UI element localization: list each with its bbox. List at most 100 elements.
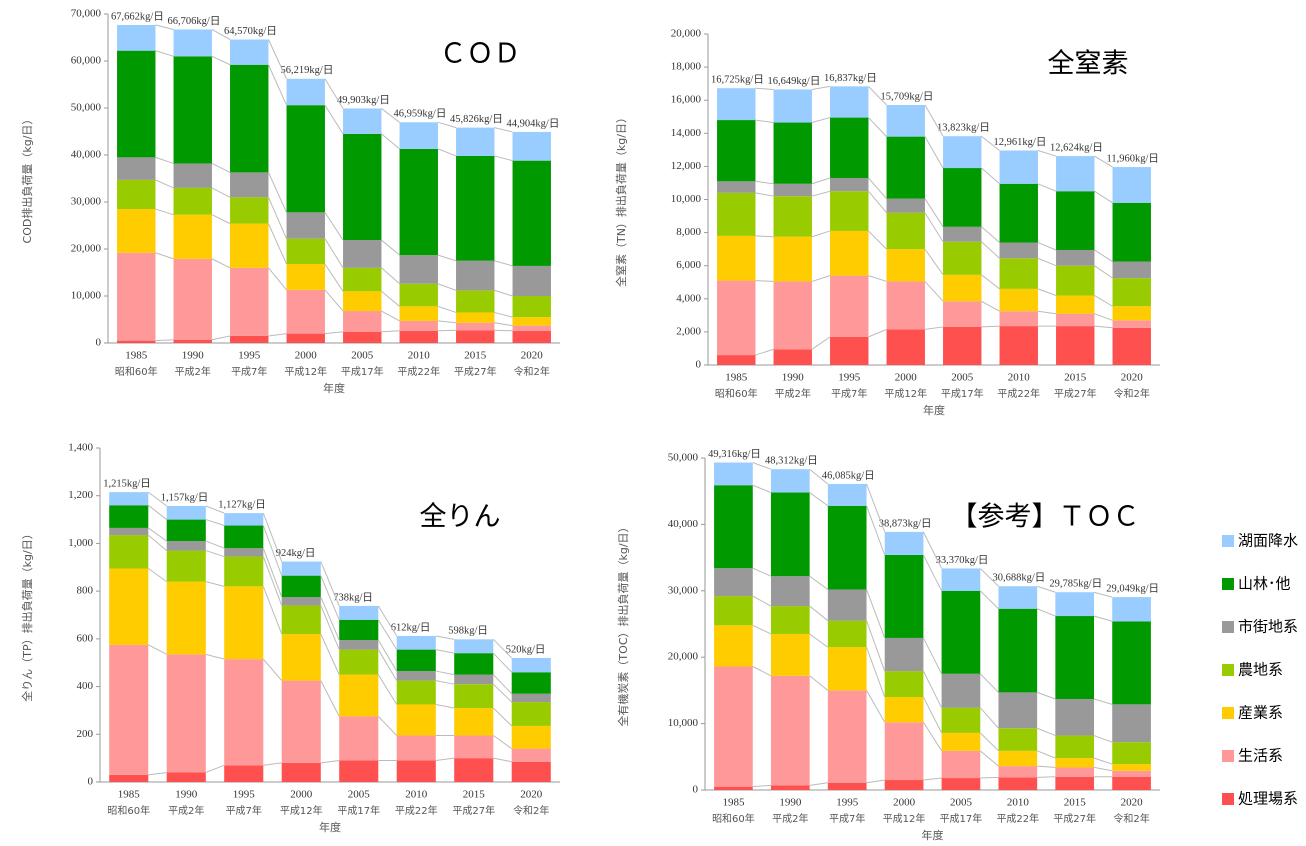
connector xyxy=(1037,728,1055,735)
bar-segment xyxy=(774,184,812,196)
x-tick-label: 2000 xyxy=(290,789,313,801)
connector xyxy=(1094,699,1112,704)
y-tick-label: 10,000 xyxy=(671,193,702,205)
bar-segment xyxy=(885,780,924,790)
connector xyxy=(980,751,998,766)
total-label: 33,370kg/日 xyxy=(936,555,989,566)
bar-segment xyxy=(397,671,436,681)
bar-segment xyxy=(282,576,321,597)
legend-label: 生活系 xyxy=(1238,747,1283,765)
bar-segment xyxy=(512,672,551,693)
y-tick-label: 0 xyxy=(696,359,702,371)
total-label: 46,959kg/日 xyxy=(394,109,447,120)
bar-segment xyxy=(230,172,268,197)
bar-segment xyxy=(117,157,155,180)
bar-segment xyxy=(998,728,1037,751)
connector xyxy=(438,321,456,323)
connector xyxy=(925,213,943,242)
bar-segment xyxy=(1000,258,1038,289)
y-tick-label: 10,000 xyxy=(668,717,699,729)
y-tick-label: 50,000 xyxy=(71,102,102,114)
connector xyxy=(1038,184,1056,191)
connector xyxy=(321,681,339,717)
bar-segment xyxy=(397,636,436,650)
bar-segment xyxy=(117,341,155,343)
bar-segment xyxy=(456,330,494,343)
y-tick-label: 1,000 xyxy=(68,537,93,549)
legend-label: 山林･他 xyxy=(1238,575,1291,593)
y-tick-label: 60,000 xyxy=(71,55,102,67)
bar-segment xyxy=(942,674,981,708)
connector xyxy=(1037,766,1055,767)
bar-segment xyxy=(830,276,868,337)
x-tick-label: 2005 xyxy=(348,789,371,801)
connector xyxy=(268,334,286,336)
x-axis-label: 年度 xyxy=(922,828,944,842)
y-tick-label: 1,200 xyxy=(68,489,93,501)
bar-segment xyxy=(339,675,378,717)
connector xyxy=(494,323,512,326)
bar-segment xyxy=(109,505,148,528)
total-label: 30,688kg/日 xyxy=(992,573,1045,584)
bar-segment xyxy=(771,676,810,786)
bar-segment xyxy=(456,323,494,331)
x-tick-label: 1985 xyxy=(125,350,148,362)
bar-segment xyxy=(400,122,438,149)
connector xyxy=(321,597,339,640)
connector xyxy=(148,535,166,551)
bar-segment xyxy=(282,634,321,681)
x-sub-label: 平成17年 xyxy=(940,812,983,825)
x-tick-label: 2005 xyxy=(351,350,374,362)
connector xyxy=(148,505,166,519)
bar-segment xyxy=(230,268,268,336)
bar-segment xyxy=(513,161,551,266)
x-tick-label: 2000 xyxy=(893,797,916,809)
bar-segment xyxy=(1056,266,1094,296)
bar-segment xyxy=(1113,278,1151,306)
bar-segment xyxy=(512,749,551,762)
bar-segment xyxy=(343,268,381,292)
bar-segment xyxy=(174,29,212,56)
total-label: 15,709kg/日 xyxy=(881,91,934,102)
bar-segment xyxy=(109,568,148,644)
x-tick-label: 2015 xyxy=(463,789,486,801)
connector xyxy=(436,758,454,760)
bar-segment xyxy=(1056,314,1094,326)
connector xyxy=(212,56,230,64)
connector xyxy=(868,178,886,199)
total-label: 598kg/日 xyxy=(448,626,488,637)
x-tick-label: 2020 xyxy=(520,789,543,801)
bar-segment xyxy=(717,181,755,193)
bar-segment xyxy=(224,765,263,782)
bar-segment xyxy=(1113,203,1151,262)
total-label: 11,960kg/日 xyxy=(1107,153,1159,164)
connector xyxy=(755,349,773,355)
bar-segment xyxy=(109,492,148,505)
bar-segment xyxy=(513,331,551,343)
bar-segment xyxy=(717,88,755,120)
connector xyxy=(980,777,998,778)
bar-segment xyxy=(887,329,925,365)
bar-segment xyxy=(454,758,493,782)
bar-segment xyxy=(714,568,753,596)
total-label: 1,215kg/日 xyxy=(103,479,151,490)
bar-segment xyxy=(230,197,268,223)
bar-segment xyxy=(400,331,438,343)
bar-segment xyxy=(943,301,981,327)
legend-label: 処理場系 xyxy=(1238,790,1298,808)
connector xyxy=(867,589,885,637)
connector xyxy=(867,506,885,555)
connector xyxy=(981,275,999,289)
bar-segment xyxy=(714,485,753,568)
x-tick-label: 1990 xyxy=(779,797,802,809)
total-label: 66,706kg/日 xyxy=(168,16,221,27)
bar-segment xyxy=(282,681,321,763)
bar-segment xyxy=(343,134,381,240)
connector xyxy=(925,105,943,136)
x-sub-label: 平成22年 xyxy=(397,365,440,378)
bar-segment xyxy=(167,506,206,520)
connector xyxy=(325,239,343,268)
y-tick-label: 2,000 xyxy=(676,325,701,337)
bar-segment xyxy=(339,761,378,782)
total-label: 46,085kg/日 xyxy=(822,470,875,481)
